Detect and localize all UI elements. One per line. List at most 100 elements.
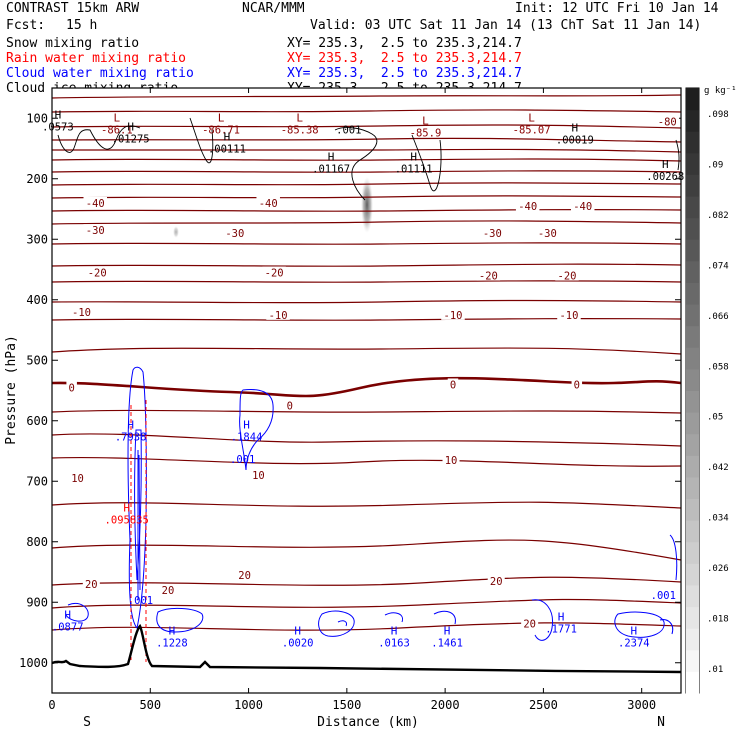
- extremum-value: .1844: [231, 432, 263, 444]
- cloud-water-contour: [134, 429, 142, 581]
- isotherm-line: [51, 195, 682, 199]
- y-tick-label: 400: [26, 293, 48, 307]
- extremum-value: .0573: [42, 121, 74, 133]
- colorbar-step: [686, 584, 699, 608]
- colorbar-tick-label: .066: [707, 312, 729, 322]
- temperature-label-bg: [570, 199, 595, 211]
- colorbar-unit-label: g kg⁻¹: [704, 86, 737, 96]
- temperature-label: 20: [238, 570, 251, 582]
- y-tick-label: 500: [26, 353, 48, 367]
- isotherm-line: [51, 158, 682, 162]
- temperature-label: -10: [559, 310, 578, 322]
- extrema-labels: L-86.1L-86.71L-85.38L-85.9L-85.07H.0573 H…: [42, 108, 684, 649]
- temperature-label-bg: [159, 584, 177, 596]
- temperature-label-bg: [256, 196, 280, 208]
- extremum-marker: H: [391, 624, 398, 637]
- isotherm-line: [51, 539, 682, 561]
- colorbar-step: [686, 628, 699, 651]
- temperature-label: -40: [573, 201, 592, 213]
- extremum-value: .7938: [115, 432, 147, 444]
- temperature-label: 20: [85, 579, 98, 591]
- extremum-value: -85.9: [410, 127, 442, 139]
- extremum-marker: H: [662, 158, 669, 171]
- colorbar-step: [686, 174, 699, 197]
- extremum-marker: H: [123, 502, 130, 515]
- colorbar-tick-label: .098: [707, 110, 729, 120]
- extremum-value: .1461: [431, 637, 463, 649]
- extremum-value: .0020: [282, 637, 314, 649]
- cloud-water-contour: [659, 619, 674, 635]
- temperature-label: -30: [225, 228, 244, 240]
- isotherm-line: [51, 220, 682, 225]
- y-tick-label: 200: [26, 172, 48, 186]
- colorbar-ticks: .01 .018 .026 .034 .042 .05 .058 .066 .074 .082 .0…: [707, 110, 729, 675]
- cloud-water-contour: [127, 366, 147, 630]
- colorbar-tick-label: .01: [707, 665, 723, 675]
- extremum-marker: H: [224, 131, 231, 144]
- extremum-marker: H: [572, 122, 579, 135]
- snow-core-feature: [361, 177, 373, 233]
- temperature-label: 10: [71, 473, 84, 485]
- temperature-label-bg: [82, 578, 100, 590]
- y-tick-label: 100: [26, 111, 48, 125]
- temperature-label-bg: [535, 227, 560, 239]
- forecast-hour: 15 h: [66, 18, 98, 33]
- north-end-label: N: [657, 715, 665, 730]
- temperature-label: 0: [450, 379, 456, 391]
- temperature-label-bg: [284, 399, 296, 411]
- field-name-cloud-water: Cloud water mixing ratio: [6, 66, 194, 81]
- extremum-value: -86.1: [101, 124, 133, 136]
- field-name-rain: Rain water mixing ratio: [6, 51, 187, 66]
- isotherm-line: [51, 124, 682, 129]
- extremum-marker: H: [243, 419, 250, 432]
- colorbar-step: [686, 325, 699, 348]
- x-axis-title: Distance (km): [317, 715, 419, 730]
- temperature-label-bg: [480, 227, 505, 239]
- chart-title: CONTRAST 15km ARW: [6, 1, 140, 16]
- cloud-water-contours: [65, 366, 678, 641]
- field-name-snow: Snow mixing ratio: [6, 36, 140, 51]
- isotherm-line: [51, 501, 682, 509]
- temperature-label: -20: [479, 271, 498, 283]
- colorbar-step: [686, 152, 699, 175]
- field-xy-cloud-water: XY= 235.3, 2.5 to 235.3,214.7: [287, 66, 522, 81]
- temperature-label: 20: [162, 585, 175, 597]
- colorbar-step: [686, 541, 699, 564]
- colorbar-step: [686, 520, 699, 543]
- extremum-marker: H: [64, 609, 71, 622]
- y-tick-label: 600: [26, 414, 48, 428]
- temperature-label: -10: [269, 310, 288, 322]
- isotherm-line: [51, 109, 682, 113]
- colorbar-step: [686, 196, 699, 219]
- extremum-value: .00019: [556, 135, 594, 147]
- isotherm-line: [51, 622, 682, 631]
- x-tick-label: 3000: [627, 698, 656, 712]
- colorbar-step: [686, 131, 699, 154]
- temperature-label: 20: [490, 576, 503, 588]
- colorbar-step: [686, 606, 699, 629]
- temperature-label: -10: [444, 310, 463, 322]
- extremum-value: .001: [230, 454, 255, 466]
- temperature-label-bg: [655, 115, 679, 127]
- colorbar-tick-label: .09: [707, 161, 723, 171]
- model-center: NCAR/MMM: [242, 1, 305, 16]
- temperature-label: 0: [68, 382, 74, 394]
- colorbar-step: [686, 671, 699, 694]
- extremum-value: .001: [336, 124, 361, 136]
- isotherm-line: [51, 280, 682, 283]
- colorbar-step: [686, 88, 699, 111]
- forecast-label: Fcst:: [6, 18, 46, 33]
- colorbar-step: [686, 109, 699, 132]
- x-tick-label: 2000: [431, 698, 460, 712]
- colorbar-tick-label: .018: [707, 614, 729, 624]
- x-tick-label: 1500: [332, 698, 361, 712]
- colorbar-step: [686, 390, 699, 413]
- cloud-water-contour: [239, 389, 274, 471]
- extremum-marker: H: [631, 624, 638, 637]
- colorbar-tick-label: .058: [707, 362, 729, 372]
- field-xy-snow: XY= 235.3, 2.5 to 235.3,214.7: [287, 36, 522, 51]
- cloud-water-contour: [156, 607, 204, 633]
- temperature-label: 20: [523, 618, 536, 630]
- isotherm-line: [51, 456, 682, 467]
- cloud-water-contour: [669, 534, 678, 581]
